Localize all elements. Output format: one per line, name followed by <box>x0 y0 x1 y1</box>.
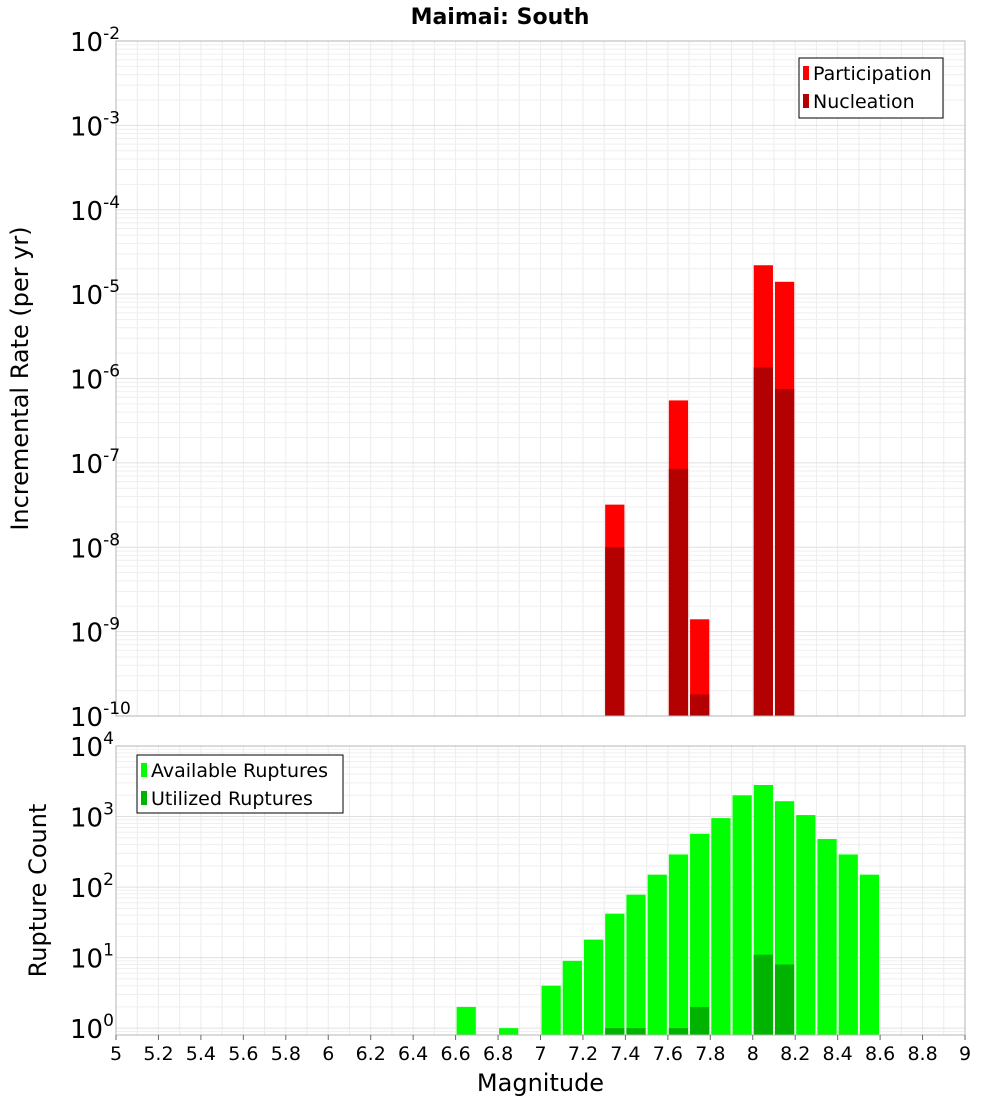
y-tick-label: 101 <box>70 941 114 975</box>
x-tick-label: 6.8 <box>483 1043 513 1065</box>
x-tick-label: 6.2 <box>356 1043 386 1065</box>
bar <box>541 985 561 1035</box>
bar <box>838 854 858 1035</box>
legend-label: Nucleation <box>813 91 915 113</box>
grid <box>115 40 966 717</box>
bar <box>690 1006 710 1035</box>
x-tick-label: 6 <box>322 1043 334 1065</box>
x-tick-label: 5.2 <box>143 1043 173 1065</box>
bar <box>753 367 773 716</box>
bar <box>690 694 710 716</box>
legend: Participation Nucleation <box>798 57 944 119</box>
x-tick-label: 8.2 <box>780 1043 810 1065</box>
y-tick-label: 10-2 <box>70 24 120 58</box>
x-tick-label: 6.6 <box>440 1043 470 1065</box>
bar <box>605 1028 625 1035</box>
x-axis-label: Magnitude <box>477 1069 604 1097</box>
x-tick-label: 7.4 <box>610 1043 640 1065</box>
x-tick-label: 8.6 <box>865 1043 895 1065</box>
y-tick-label: 10-10 <box>70 699 131 733</box>
bar <box>626 1028 646 1035</box>
x-tick-label: 9 <box>959 1043 971 1065</box>
series-2 <box>605 367 795 716</box>
bar <box>690 833 710 1035</box>
legend-label: Utilized Ruptures <box>151 788 313 810</box>
y-tick-label: 10-5 <box>70 277 120 311</box>
x-tick-label: 6.4 <box>398 1043 428 1065</box>
bar <box>668 468 689 716</box>
x-tick-label: 8.8 <box>907 1043 937 1065</box>
bar <box>456 1006 476 1035</box>
legend-swatch <box>803 66 809 80</box>
x-tick-label: 5.4 <box>186 1043 216 1065</box>
y-tick-label: 10-3 <box>70 108 120 142</box>
x-tick-label: 7 <box>534 1043 546 1065</box>
bar <box>774 389 795 716</box>
y-tick-label: 10-4 <box>70 193 120 227</box>
bar <box>732 795 752 1035</box>
x-tick-label: 5.6 <box>228 1043 258 1065</box>
bar <box>774 964 795 1035</box>
chart-title: Maimai: South <box>411 5 590 30</box>
x-tick-label: 8 <box>747 1043 759 1065</box>
bar <box>562 960 582 1035</box>
bar <box>753 954 773 1035</box>
bar <box>647 874 667 1035</box>
bar <box>711 818 731 1035</box>
x-tick-label: 7.8 <box>695 1043 725 1065</box>
bar <box>499 1028 519 1035</box>
x-tick-label: 7.2 <box>568 1043 598 1065</box>
y-tick-label: 103 <box>70 800 114 834</box>
x-tick-label: 5.8 <box>271 1043 301 1065</box>
bar <box>605 913 625 1035</box>
legend-box <box>136 754 344 814</box>
bar <box>668 854 689 1035</box>
bar <box>690 619 710 716</box>
series-2 <box>605 954 795 1035</box>
legend-label: Available Ruptures <box>151 760 328 782</box>
y-axis-label: Incremental Rate (per yr) <box>6 226 34 530</box>
y-axis-label: Rupture Count <box>24 804 52 978</box>
bar <box>626 894 646 1035</box>
x-tick-label: 8.4 <box>823 1043 853 1065</box>
bar <box>817 839 837 1035</box>
legend: Available Ruptures Utilized Ruptures <box>136 754 344 814</box>
legend-swatch <box>141 763 147 777</box>
y-tick-label: 104 <box>70 729 114 763</box>
x-tick-label: 7.6 <box>653 1043 683 1065</box>
bar <box>583 939 604 1035</box>
y-tick-label: 10-6 <box>70 362 120 396</box>
y-tick-label: 100 <box>70 1011 114 1045</box>
bottom-panel: 100 101 102 103 104 Rupture Count 5 5.2 5.4 5.6 5.… <box>24 729 971 1097</box>
bar <box>605 547 625 716</box>
plot-frame <box>115 40 966 717</box>
y-tick-label: 10-8 <box>70 530 120 564</box>
legend-swatch <box>141 791 147 805</box>
bar <box>668 1028 689 1035</box>
legend-box <box>798 57 944 119</box>
bar <box>859 874 880 1035</box>
legend-swatch <box>803 94 809 108</box>
bar <box>796 815 816 1035</box>
y-tick-label: 10-9 <box>70 615 120 649</box>
top-panel: 10-10 10-9 10-8 10-7 10-6 10-5 10-4 10-3 10-2 Inc… <box>6 24 966 733</box>
x-tick-label: 5 <box>110 1043 122 1065</box>
y-tick-label: 102 <box>70 870 114 904</box>
legend-label: Participation <box>813 63 932 85</box>
y-tick-label: 10-7 <box>70 446 120 480</box>
